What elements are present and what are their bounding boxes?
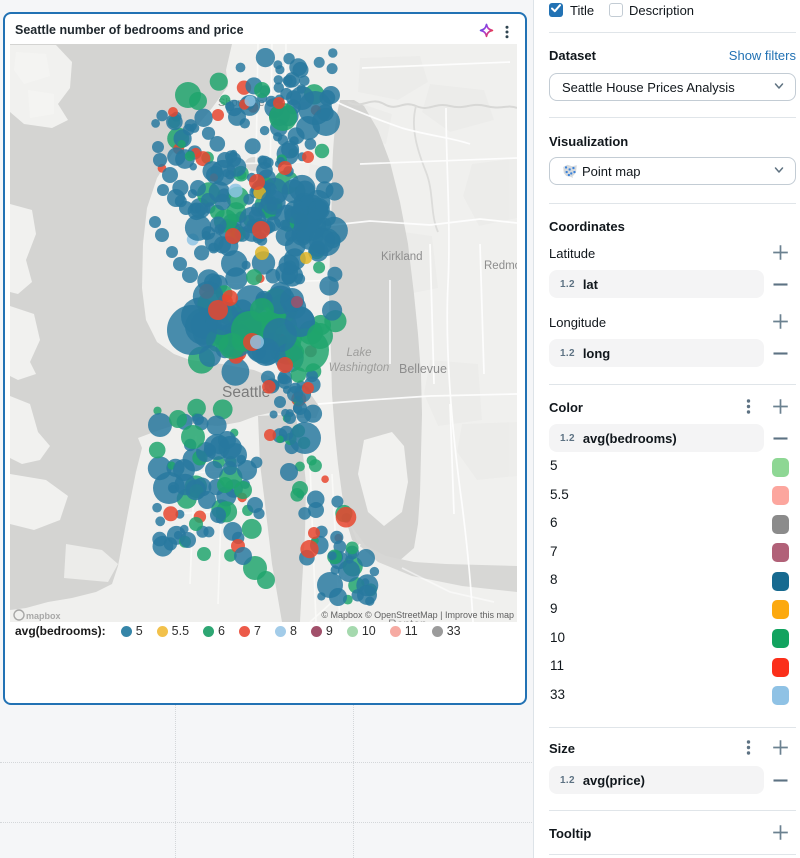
svg-text:mapbox: mapbox	[26, 611, 61, 621]
svg-text:Kirkland: Kirkland	[381, 251, 423, 263]
svg-text:Washington: Washington	[329, 362, 390, 374]
svg-text:Lake: Lake	[347, 347, 372, 359]
svg-text:Seattle: Seattle	[222, 384, 270, 401]
svg-text:Redmond: Redmond	[484, 260, 517, 272]
svg-text:Bellevue: Bellevue	[399, 362, 447, 376]
svg-text:© Mapbox © OpenStreetMap | Imp: © Mapbox © OpenStreetMap | Improve this …	[321, 610, 514, 620]
svg-text:Renton: Renton	[388, 617, 427, 622]
